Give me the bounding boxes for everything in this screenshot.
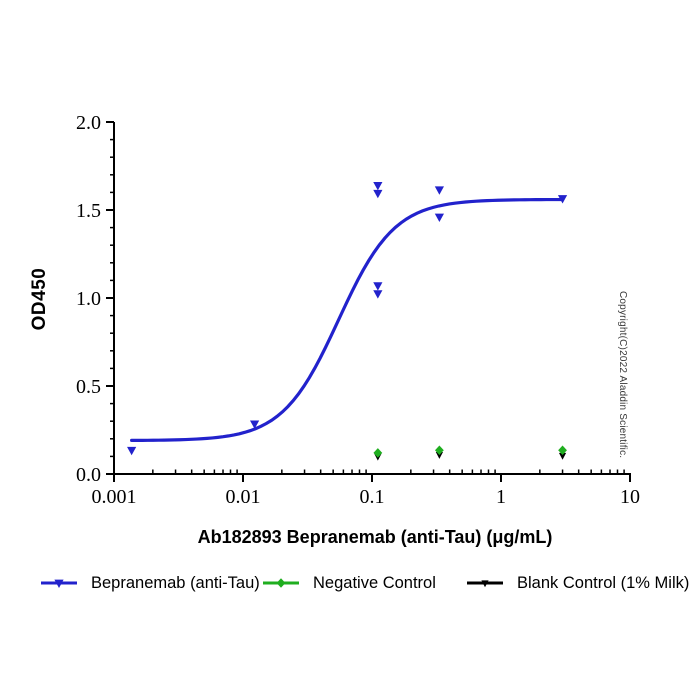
data-point <box>558 445 567 456</box>
legend-label: Bepranemab (anti-Tau) <box>91 573 260 592</box>
y-axis-ticks: 0.0 0.5 1.0 1.5 2.0 <box>76 112 114 486</box>
copyright-watermark: Copyright(C)2022 Aladdin Scientific. <box>617 291 628 459</box>
data-point <box>557 195 568 204</box>
data-point <box>434 213 444 223</box>
data-point <box>558 452 567 460</box>
series-1-points <box>373 445 567 458</box>
x-axis-ticks: 0.001 0.01 0.1 1 10 <box>92 469 640 508</box>
negative-control-marker-icon <box>263 578 299 588</box>
legend-marker <box>276 578 286 588</box>
bepranemab-marker-icon <box>41 579 77 588</box>
data-point <box>481 580 489 588</box>
x-tick-label: 10 <box>620 486 640 508</box>
y-tick-label: 1.0 <box>76 288 101 310</box>
series-2-points <box>374 452 567 461</box>
y-tick-label: 2.0 <box>76 112 101 134</box>
blank-control-marker-icon <box>467 580 503 588</box>
legend-item-bepranemab: Bepranemab (anti-Tau) <box>40 572 260 594</box>
legend-marker <box>481 580 489 588</box>
data-point <box>434 186 444 195</box>
x-tick-label: 0.01 <box>226 486 261 508</box>
data-point <box>435 452 443 459</box>
series-0-points <box>127 181 568 456</box>
legend: Bepranemab (anti-Tau) Negative Control B… <box>0 572 700 594</box>
y-tick-label: 0.0 <box>76 464 101 486</box>
x-axis-title: Ab182893 Bepranemab (anti-Tau) (μg/mL) <box>197 527 553 547</box>
legend-item-blank-control: Blank Control (1% Milk) <box>466 572 689 594</box>
data-point <box>276 578 286 588</box>
axes <box>113 122 631 475</box>
fit-curve <box>130 197 565 443</box>
data-point <box>373 290 383 299</box>
data-point <box>373 448 383 458</box>
data-point <box>373 189 383 199</box>
data-point <box>373 181 383 191</box>
x-tick-label: 0.001 <box>92 486 137 508</box>
data-point <box>373 282 383 291</box>
data-point <box>249 420 260 429</box>
legend-marker <box>54 579 64 588</box>
data-point <box>127 446 137 456</box>
data-point <box>54 579 64 588</box>
y-axis-title: OD450 <box>29 267 50 331</box>
legend-label: Negative Control <box>313 573 436 592</box>
x-tick-label: 0.1 <box>360 486 385 508</box>
x-tick-label: 1 <box>496 486 506 508</box>
legend-item-negative-control: Negative Control <box>262 572 436 594</box>
data-point <box>434 445 444 456</box>
y-tick-label: 0.5 <box>76 376 101 398</box>
legend-label: Blank Control (1% Milk) <box>517 573 690 592</box>
y-tick-label: 1.5 <box>76 200 101 222</box>
